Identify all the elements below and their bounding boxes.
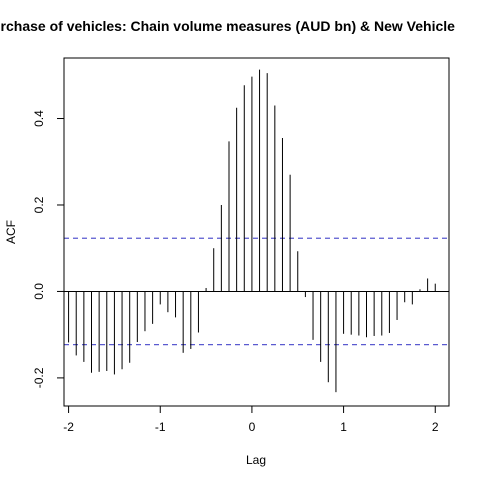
x-axis-label: Lag: [246, 453, 266, 467]
y-tick-label: -0.2: [32, 367, 46, 388]
chart-title: urchase of vehicles: Chain volume measur…: [0, 18, 455, 34]
y-axis-label: ACF: [4, 220, 18, 244]
y-axis: -0.2 0.0 0.2 0.4: [32, 110, 65, 388]
x-tick-label: -1: [155, 420, 166, 434]
x-axis: -2 -1 0 1 2: [63, 405, 439, 434]
x-tick-label: -2: [63, 420, 74, 434]
x-tick-label: 2: [432, 420, 439, 434]
y-tick-label: 0.0: [32, 283, 46, 300]
acf-bars: [68, 69, 436, 393]
y-tick-label: 0.4: [32, 110, 46, 127]
y-tick-label: 0.2: [32, 196, 46, 213]
x-tick-label: 0: [249, 420, 256, 434]
x-tick-label: 1: [340, 420, 347, 434]
